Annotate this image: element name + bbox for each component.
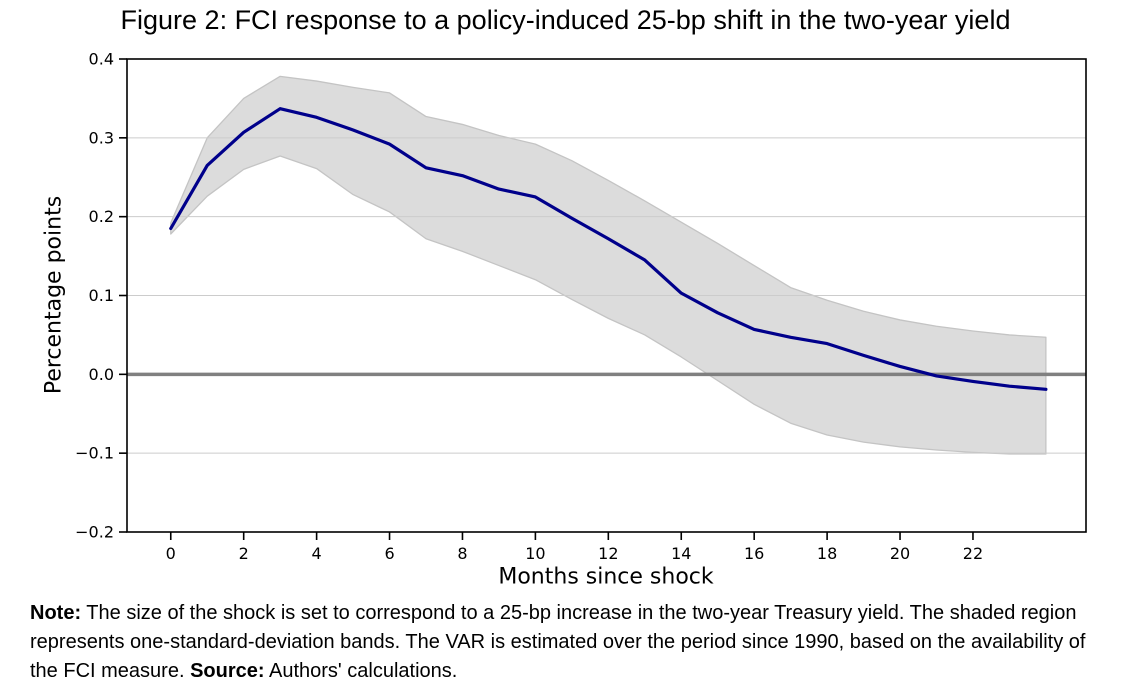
svg-text:22: 22: [963, 544, 983, 563]
svg-text:14: 14: [671, 544, 691, 563]
note-label: Note:: [30, 602, 82, 624]
source-label: Source:: [190, 660, 265, 682]
note-text: The size of the shock is set to correspo…: [30, 602, 1086, 682]
svg-text:18: 18: [817, 544, 837, 563]
y-axis-label: Percentage points: [41, 195, 67, 395]
svg-text:0.3: 0.3: [89, 128, 114, 147]
svg-text:10: 10: [525, 544, 545, 563]
svg-text:−0.1: −0.1: [75, 444, 114, 463]
svg-text:−0.2: −0.2: [75, 523, 114, 542]
svg-text:4: 4: [312, 544, 322, 563]
svg-text:16: 16: [744, 544, 764, 563]
svg-text:0.1: 0.1: [89, 286, 114, 305]
svg-text:6: 6: [384, 544, 394, 563]
svg-text:0.0: 0.0: [89, 365, 114, 384]
figure-note: Note: The size of the shock is set to co…: [30, 599, 1108, 686]
svg-text:8: 8: [457, 544, 467, 563]
figure-title: Figure 2: FCI response to a policy-induc…: [120, 5, 1011, 35]
svg-text:0.2: 0.2: [89, 207, 114, 226]
x-axis-label: Months since shock: [498, 564, 714, 590]
svg-text:12: 12: [598, 544, 618, 563]
source-text: Authors' calculations.: [264, 660, 458, 682]
svg-text:2: 2: [239, 544, 249, 563]
svg-text:20: 20: [890, 544, 910, 563]
svg-text:0.4: 0.4: [89, 50, 114, 69]
svg-text:0: 0: [166, 544, 176, 563]
